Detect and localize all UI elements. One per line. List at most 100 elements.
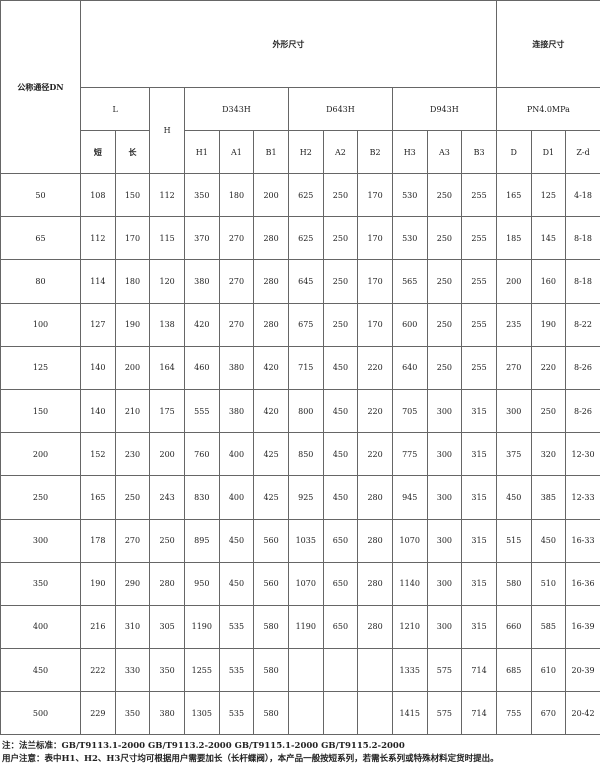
value-cell: 645 [287,259,324,304]
value-cell: 895 [183,518,220,563]
value-cell: 300 [426,604,463,650]
value-cell: 350 [114,691,151,736]
value-cell: 300 [495,388,532,434]
dn-cell: 65 [0,216,81,261]
value-cell: 8-18 [565,259,600,304]
value-cell: 380 [218,345,255,390]
subheader-cell: 短 [80,130,116,174]
value-cell: 535 [218,691,255,736]
subheader-cell: D [495,130,532,174]
note-user-attention: 用户注意：表中H1、H2、H3尺寸均可根据用户需要加长（长杆蝶阀），本产品一般按… [2,754,499,764]
value-cell: 925 [287,475,324,520]
subheader-cell: A1 [218,130,255,174]
table-row: 125 140 200 164 460 380 420 715 450 220 640 250 255 2… [0,345,600,390]
value-cell: 650 [322,604,359,650]
value-cell: 300 [426,561,463,606]
value-cell: 350 [183,172,220,218]
value-cell: 580 [253,691,289,736]
value-cell: 585 [530,604,567,650]
value-cell: 560 [253,561,289,606]
value-cell: 230 [114,432,151,477]
table-row: 150 140 210 175 555 380 420 800 450 220 705 300 315 3… [0,388,600,434]
value-cell: 1070 [287,561,324,606]
value-cell: 120 [149,259,185,304]
value-cell: 250 [426,216,463,261]
value-cell: 705 [391,388,428,434]
value-cell: 270 [218,302,255,347]
value-cell: 1190 [287,604,324,650]
value-cell: 250 [322,216,359,261]
value-cell: 565 [391,259,428,304]
value-cell: 250 [530,388,567,434]
value-cell: 280 [253,259,289,304]
value-cell: 255 [461,345,497,390]
value-cell: 675 [287,302,324,347]
value-cell: 280 [357,604,393,650]
header-d943h: D943H [391,87,497,131]
value-cell: 250 [322,302,359,347]
value-cell: 714 [461,691,497,736]
value-cell: 350 [149,648,185,693]
value-cell: 385 [530,475,567,520]
value-cell: 535 [218,604,255,650]
table-row: 400 216 310 305 1190 535 580 1190 650 280 1210 300 3… [0,604,600,650]
value-cell: 850 [287,432,324,477]
value-cell: 425 [253,475,289,520]
value-cell: 670 [530,691,567,736]
header-L: L [79,87,151,131]
value-cell: 250 [426,172,463,218]
value-cell: 164 [149,345,185,390]
value-cell: 330 [114,648,151,693]
header-d643h: D643H [287,87,393,131]
value-cell: 255 [461,259,497,304]
value-cell: 8-18 [565,216,600,261]
value-cell: 300 [426,475,463,520]
table-row: 200 152 230 200 760 400 425 850 450 220 775 300 315 3… [0,432,600,477]
value-cell: 400 [218,432,255,477]
value-cell: 660 [495,604,532,650]
value-cell: 1305 [183,691,220,736]
value-cell: 715 [287,345,324,390]
value-cell: 380 [218,388,255,434]
value-cell: 220 [530,345,567,390]
table-row: 65 112 170 115 370 270 280 625 250 170 530 250 255 18… [0,216,600,261]
value-cell [287,648,324,693]
value-cell: 243 [149,475,185,520]
subheader-cell: H2 [287,130,324,174]
value-cell: 420 [253,345,289,390]
value-cell [357,691,393,736]
value-cell: 400 [218,475,255,520]
value-cell: 600 [391,302,428,347]
value-cell: 220 [357,432,393,477]
dn-cell: 350 [0,561,81,606]
value-cell: 255 [461,216,497,261]
value-cell: 450 [322,432,359,477]
value-cell: 200 [149,432,185,477]
note-flange-standard: 注：法兰标准：GB/T9113.1-2000 GB/T9113.2-2000 G… [2,741,405,751]
value-cell: 150 [114,172,151,218]
value-cell: 420 [253,388,289,434]
value-cell: 235 [495,302,532,347]
value-cell: 210 [114,388,151,434]
header-d343h: D343H [183,87,289,131]
value-cell: 138 [149,302,185,347]
subheader-cell: B3 [461,130,497,174]
header-outline: 外形尺寸 [80,0,497,88]
value-cell: 315 [461,561,497,606]
table-row: 250 165 250 243 830 400 425 925 450 280 945 300 315 4… [0,475,600,520]
subheader-cell: H3 [391,130,428,174]
value-cell: 152 [80,432,116,477]
value-cell: 255 [461,172,497,218]
value-cell: 315 [461,388,497,434]
value-cell: 229 [80,691,116,736]
value-cell: 315 [461,604,497,650]
value-cell: 530 [391,172,428,218]
value-cell: 830 [183,475,220,520]
value-cell: 640 [391,345,428,390]
value-cell: 12-30 [565,432,600,477]
value-cell: 460 [183,345,220,390]
value-cell: 127 [80,302,116,347]
value-cell: 425 [253,432,289,477]
subheader-cell: A3 [426,130,463,174]
value-cell: 140 [80,388,116,434]
